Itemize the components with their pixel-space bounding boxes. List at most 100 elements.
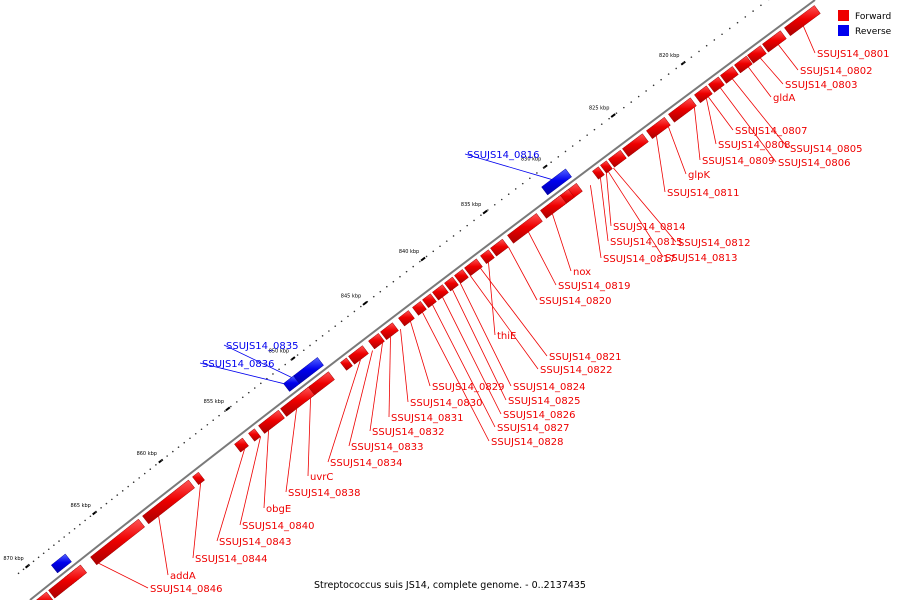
leader-line bbox=[600, 177, 609, 242]
gene-label: SSUJS14_0832 bbox=[372, 427, 445, 438]
gene-label: SSUJS14_0830 bbox=[410, 398, 483, 409]
leader-line bbox=[307, 398, 311, 477]
minor-tick bbox=[27, 564, 30, 567]
gene-label: SSUJS14_0829 bbox=[432, 382, 505, 393]
tick-label: 835 kbp bbox=[461, 202, 481, 208]
minor-tick bbox=[682, 61, 685, 64]
leader-line bbox=[528, 231, 557, 286]
gene-box-forward bbox=[720, 66, 739, 84]
minor-tick bbox=[630, 101, 633, 103]
legend-forward-swatch bbox=[838, 10, 849, 21]
minor-tick bbox=[521, 182, 524, 185]
leader-line bbox=[606, 173, 612, 227]
minor-tick bbox=[47, 548, 50, 551]
minor-tick bbox=[425, 255, 428, 258]
gene-label: SSUJS14_0827 bbox=[497, 423, 570, 434]
minor-tick bbox=[652, 84, 655, 87]
leader-line bbox=[708, 96, 734, 131]
tick-label: 870 kbp bbox=[3, 556, 23, 562]
minor-tick bbox=[586, 134, 588, 136]
gene-box-forward bbox=[540, 194, 567, 219]
gene-label: SSUJS14_0817 bbox=[603, 254, 676, 265]
minor-tick bbox=[445, 240, 448, 242]
minor-tick bbox=[379, 290, 382, 293]
minor-tick bbox=[698, 50, 700, 53]
minor-tick bbox=[73, 527, 76, 530]
gene-label: addA bbox=[170, 571, 196, 582]
minor-tick bbox=[58, 540, 60, 542]
gene-box-forward bbox=[380, 322, 399, 341]
leader-line bbox=[422, 312, 490, 442]
legend: Forward Reverse bbox=[838, 10, 892, 37]
minor-tick bbox=[143, 472, 146, 475]
legend-forward-label: Forward bbox=[855, 12, 891, 22]
tick-label: 820 kbp bbox=[659, 53, 679, 59]
minor-tick bbox=[321, 335, 324, 337]
gene-label: SSUJS14_0803 bbox=[785, 80, 858, 91]
leader-line bbox=[192, 483, 202, 559]
gene-label: SSUJS14_0814 bbox=[613, 222, 686, 233]
gene-box-forward bbox=[668, 97, 697, 123]
gene-label: SSUJS14_0828 bbox=[491, 437, 564, 448]
leader-line bbox=[705, 98, 717, 145]
gene-box-forward bbox=[734, 55, 753, 74]
minor-tick bbox=[53, 544, 55, 546]
leader-line bbox=[732, 78, 789, 149]
minor-tick bbox=[432, 250, 435, 253]
legend-reverse-label: Reverse bbox=[855, 27, 892, 37]
label-leader-lines bbox=[98, 25, 816, 589]
leader-line bbox=[199, 362, 284, 384]
minor-tick bbox=[386, 285, 388, 288]
gene-box-reverse bbox=[50, 553, 72, 574]
gene-box-forward bbox=[784, 5, 821, 37]
tick-label: 840 kbp bbox=[399, 249, 419, 255]
gene-label: SSUJS14_0802 bbox=[800, 66, 873, 77]
minor-tick bbox=[412, 265, 415, 268]
leader-line bbox=[400, 329, 409, 403]
leader-line bbox=[239, 436, 261, 526]
minor-tick bbox=[224, 410, 226, 412]
minor-tick bbox=[487, 209, 489, 211]
minor-tick bbox=[328, 330, 330, 332]
gene-box-forward bbox=[90, 518, 146, 566]
minor-tick bbox=[637, 95, 640, 98]
minor-tick bbox=[296, 354, 299, 356]
minor-tick bbox=[309, 344, 311, 347]
minor-tick bbox=[235, 401, 238, 403]
gene-label: obgE bbox=[266, 504, 291, 515]
tick-label: 855 kbp bbox=[204, 399, 224, 405]
gene-box-reverse bbox=[283, 375, 300, 392]
major-tick bbox=[225, 406, 231, 412]
minor-tick bbox=[200, 428, 203, 431]
gene-box-forward bbox=[142, 479, 195, 525]
gene-label: SSUJS14_0811 bbox=[667, 188, 740, 199]
minor-tick bbox=[744, 16, 747, 18]
genome-caption: Streptococcus suis JS14, complete genome… bbox=[314, 580, 586, 591]
minor-tick bbox=[334, 325, 337, 327]
leader-line bbox=[668, 126, 687, 175]
minor-tick bbox=[675, 67, 677, 70]
gene-box-forward bbox=[444, 276, 459, 292]
gene-box-forward bbox=[708, 76, 725, 93]
minor-tick bbox=[728, 27, 731, 30]
gene-box-forward bbox=[280, 386, 315, 417]
leader-line bbox=[778, 44, 799, 71]
major-tick bbox=[610, 113, 616, 118]
gene-label: nox bbox=[573, 267, 591, 278]
gene-box-forward bbox=[248, 428, 261, 442]
minor-tick bbox=[736, 21, 739, 24]
minor-tick bbox=[340, 320, 343, 323]
minor-tick bbox=[127, 485, 129, 488]
gene-box-forward bbox=[646, 116, 671, 140]
minor-tick bbox=[121, 490, 124, 492]
major-tick bbox=[362, 301, 368, 306]
leader-line bbox=[760, 57, 784, 85]
tick-label: 845 kbp bbox=[341, 293, 361, 299]
gene-label: SSUJS14_0805 bbox=[790, 144, 863, 155]
major-tick bbox=[158, 458, 164, 464]
minor-tick bbox=[645, 90, 647, 92]
leader-line bbox=[552, 213, 572, 272]
leader-line bbox=[720, 87, 777, 163]
gene-box-forward bbox=[48, 564, 88, 599]
